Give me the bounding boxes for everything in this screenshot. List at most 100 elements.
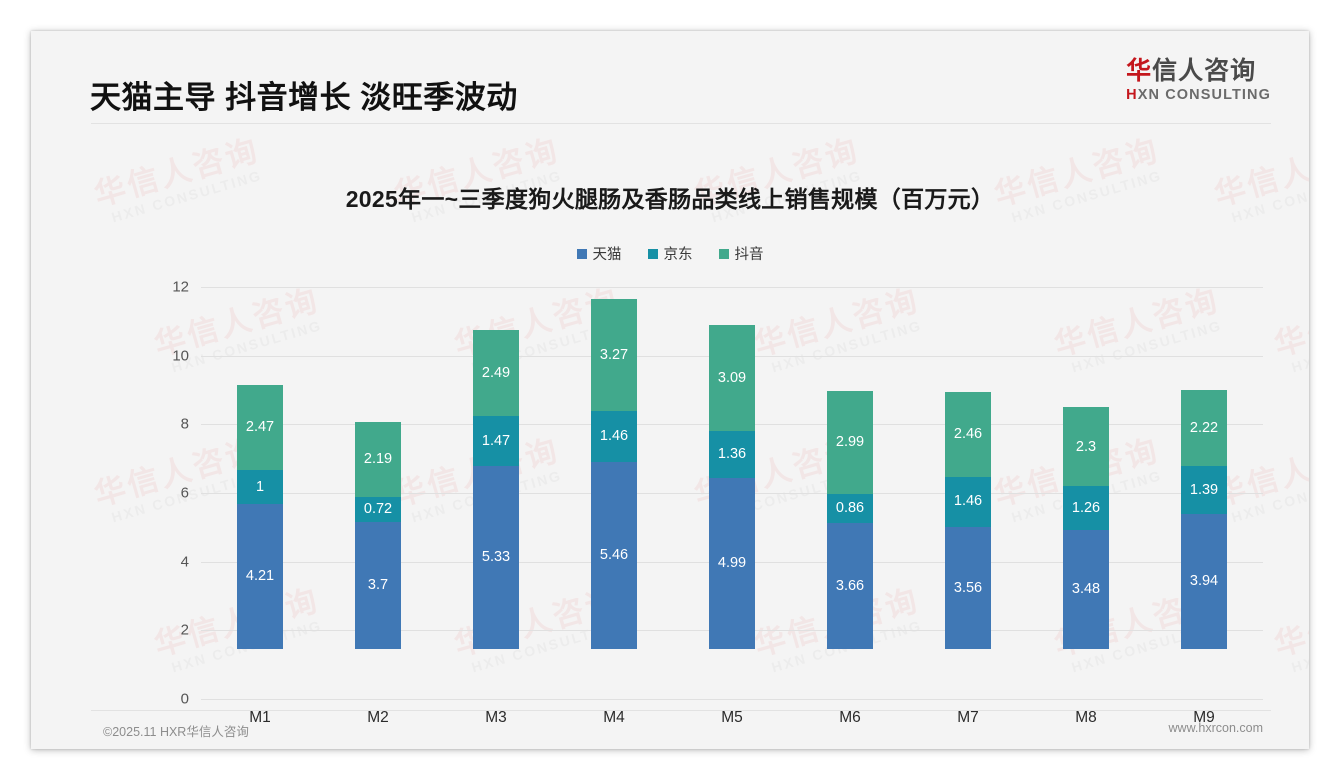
logo-cn-highlight: 华 — [1126, 57, 1153, 85]
legend-item-京东[interactable]: 京东 — [647, 243, 693, 264]
bar-value-label: 2.46 — [953, 426, 983, 443]
bar-segment-京东-M2[interactable]: 0.72 — [355, 497, 401, 522]
bar-segment-京东-M8[interactable]: 1.26 — [1063, 486, 1109, 530]
bar-value-label: 3.7 — [367, 577, 389, 594]
footer-website: www.hxrcon.com — [1168, 721, 1263, 735]
bar-stack-M1[interactable]: 4.21 1 2.47 — [237, 385, 283, 649]
bar-segment-天猫-M2[interactable]: 3.7 — [355, 521, 401, 649]
bars-container: 4.21 1 2.47 3.7 0.72 2.19 5.33 1.47 2.49 5.46 1.46… — [31, 31, 1309, 699]
y-gridline — [201, 287, 1263, 288]
bar-segment-抖音-M1[interactable]: 2.47 — [237, 385, 283, 471]
bar-segment-天猫-M5[interactable]: 4.99 — [709, 477, 755, 649]
bar-segment-天猫-M4[interactable]: 5.46 — [591, 461, 637, 649]
bar-segment-天猫-M7[interactable]: 3.56 — [945, 526, 991, 649]
bar-value-label: 2.19 — [363, 451, 393, 468]
legend-label: 天猫 — [592, 247, 622, 263]
bar-value-label: 1.39 — [1189, 481, 1219, 498]
footer-divider — [91, 710, 1271, 711]
bar-stack-M8[interactable]: 3.48 1.26 2.3 — [1063, 407, 1109, 649]
y-gridline — [201, 699, 1263, 700]
bar-segment-京东-M5[interactable]: 1.36 — [709, 431, 755, 478]
x-axis-tick-label: M4 — [603, 709, 625, 726]
page-title: 天猫主导 抖音增长 淡旺季波动 — [90, 80, 518, 115]
y-axis-tick-label: 6 — [180, 484, 189, 502]
bar-value-label: 5.46 — [599, 547, 629, 564]
x-axis-tick-label: M9 — [1193, 709, 1215, 726]
legend-item-抖音[interactable]: 抖音 — [718, 243, 764, 264]
bar-value-label: 0.72 — [363, 501, 393, 518]
bar-value-label: 3.94 — [1189, 573, 1219, 590]
bar-segment-抖音-M4[interactable]: 3.27 — [591, 299, 637, 412]
x-axis-tick-label: M6 — [839, 709, 861, 726]
bar-segment-京东-M4[interactable]: 1.46 — [591, 411, 637, 462]
bar-value-label: 3.09 — [717, 369, 747, 386]
bar-stack-M4[interactable]: 5.46 1.46 3.27 — [591, 299, 637, 649]
bar-segment-抖音-M5[interactable]: 3.09 — [709, 324, 755, 431]
chart-title: 2025年一~三季度狗火腿肠及香肠品类线上销售规模（百万元） — [345, 186, 995, 212]
logo-english-text: HXN CONSULTING — [1126, 87, 1271, 103]
bar-segment-抖音-M8[interactable]: 2.3 — [1063, 407, 1109, 487]
x-axis-tick-label: M7 — [957, 709, 979, 726]
logo-cn-rest: 信人咨询 — [1152, 57, 1257, 85]
slide-header: 天猫主导 抖音增长 淡旺季波动 华信人咨询 HXN CONSULTING — [31, 31, 1309, 124]
bar-stack-M3[interactable]: 5.33 1.47 2.49 — [473, 330, 519, 649]
bar-value-label: 2.99 — [835, 434, 865, 451]
bar-stack-M9[interactable]: 3.94 1.39 2.22 — [1181, 389, 1227, 649]
header-divider — [91, 123, 1271, 124]
bar-value-label: 4.99 — [717, 555, 747, 572]
bar-value-label: 3.48 — [1071, 581, 1101, 598]
bar-segment-天猫-M3[interactable]: 5.33 — [473, 466, 519, 649]
bar-stack-M2[interactable]: 3.7 0.72 2.19 — [355, 422, 401, 649]
bar-segment-抖音-M6[interactable]: 2.99 — [827, 391, 873, 494]
legend-item-天猫[interactable]: 天猫 — [576, 243, 622, 264]
bar-segment-京东-M9[interactable]: 1.39 — [1181, 466, 1227, 514]
logo-en-highlight: H — [1126, 87, 1138, 103]
bar-value-label: 2.3 — [1075, 438, 1097, 455]
legend-label: 抖音 — [734, 247, 764, 263]
bar-segment-天猫-M9[interactable]: 3.94 — [1181, 513, 1227, 649]
bar-value-label: 3.66 — [835, 577, 865, 594]
company-logo: 华信人咨询 HXN CONSULTING — [1126, 57, 1271, 103]
logo-en-rest: XN CONSULTING — [1137, 87, 1271, 103]
legend-swatch-icon — [647, 248, 658, 259]
bar-segment-天猫-M1[interactable]: 4.21 — [237, 504, 283, 649]
bar-segment-京东-M3[interactable]: 1.47 — [473, 415, 519, 467]
bar-stack-M7[interactable]: 3.56 1.46 2.46 — [945, 392, 991, 649]
bar-segment-抖音-M7[interactable]: 2.46 — [945, 392, 991, 477]
bar-segment-抖音-M2[interactable]: 2.19 — [355, 422, 401, 498]
bar-value-label: 3.27 — [599, 347, 629, 364]
bar-value-label: 2.49 — [481, 364, 511, 381]
y-axis-tick-label: 8 — [180, 415, 189, 433]
bar-value-label: 0.86 — [835, 500, 865, 517]
bar-value-label: 2.47 — [245, 419, 275, 436]
bar-value-label: 2.22 — [1189, 419, 1219, 436]
footer-copyright: ©2025.11 HXR华信人咨询 — [103, 725, 249, 739]
bar-segment-京东-M6[interactable]: 0.86 — [827, 493, 873, 524]
chart-plot-area: 0 2 4 6 8 10 12 4.21 1 2.47 3.7 0.72 2.19 5.33 1.47 2.4… — [31, 31, 1309, 749]
bar-segment-天猫-M6[interactable]: 3.66 — [827, 523, 873, 649]
logo-chinese-text: 华信人咨询 — [1126, 57, 1271, 85]
bar-stack-M6[interactable]: 3.66 0.86 2.99 — [827, 391, 873, 649]
x-axis-tick-label: M3 — [485, 709, 507, 726]
y-axis-tick-label: 12 — [172, 278, 189, 296]
bar-segment-抖音-M3[interactable]: 2.49 — [473, 330, 519, 416]
bar-segment-抖音-M9[interactable]: 2.22 — [1181, 389, 1227, 467]
bar-value-label: 1 — [255, 479, 265, 496]
x-axis-tick-label: M1 — [249, 709, 271, 726]
bar-value-label: 1.47 — [481, 432, 511, 449]
y-axis-tick-label: 10 — [172, 347, 189, 365]
bar-value-label: 1.26 — [1071, 499, 1101, 516]
legend-swatch-icon — [576, 248, 587, 259]
bar-segment-京东-M1[interactable]: 1 — [237, 470, 283, 505]
bar-segment-天猫-M8[interactable]: 3.48 — [1063, 529, 1109, 649]
slide-card: 华信人咨询 HXN CONSULTING 华信人咨询 HXN CONSULTING 华信… — [31, 31, 1309, 749]
bar-value-label: 3.56 — [953, 579, 983, 596]
bar-segment-京东-M7[interactable]: 1.46 — [945, 476, 991, 527]
bar-value-label: 1.46 — [953, 493, 983, 510]
y-axis-tick-label: 4 — [180, 553, 189, 571]
bar-value-label: 1.36 — [717, 446, 747, 463]
x-axis-tick-label: M5 — [721, 709, 743, 726]
x-axis-tick-label: M8 — [1075, 709, 1097, 726]
bar-stack-M5[interactable]: 4.99 1.36 3.09 — [709, 324, 755, 649]
